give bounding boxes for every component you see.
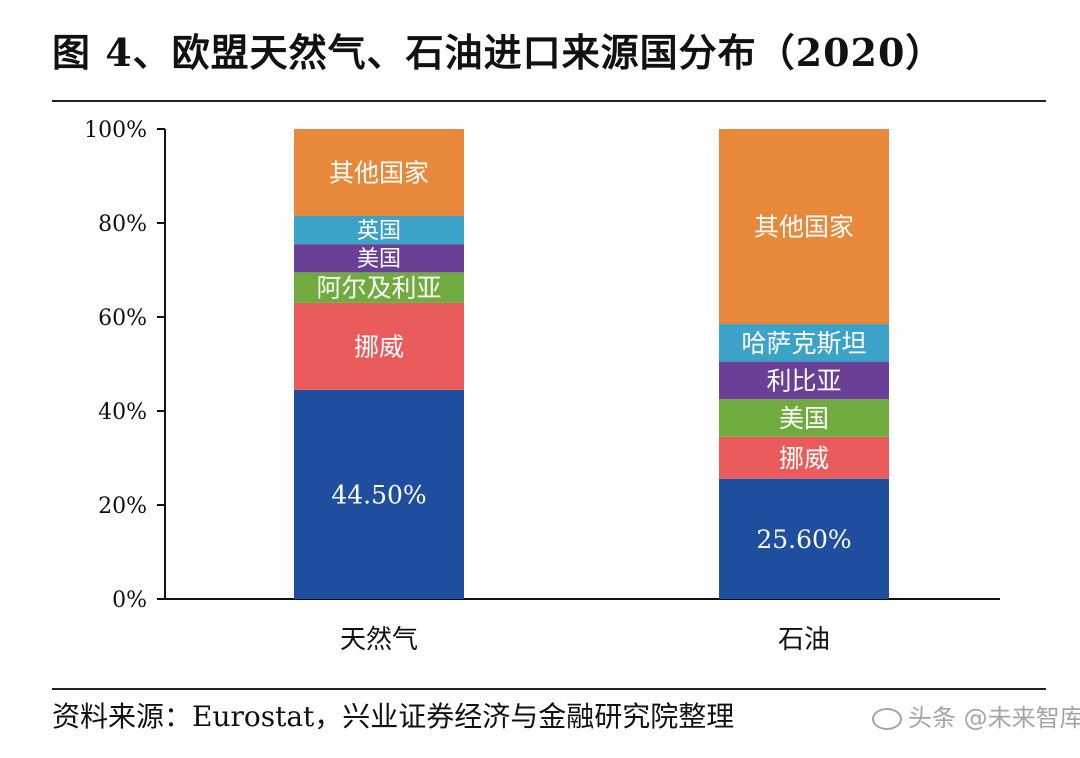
bar-segment — [719, 399, 889, 437]
bar-segment — [294, 244, 464, 273]
segment-label: 25.60% — [756, 525, 851, 554]
y-tick-label: 80% — [98, 212, 147, 237]
segment-label: 美国 — [779, 404, 829, 433]
segment-label: 44.50% — [331, 480, 426, 509]
watermark-text: 头条 @未来智库 — [908, 704, 1080, 732]
title-divider — [52, 100, 1046, 102]
bar-segment — [294, 129, 464, 216]
segment-label: 阿尔及利亚 — [316, 274, 441, 303]
bar-segment — [719, 478, 889, 599]
source-divider — [52, 688, 1046, 690]
bar-segment — [294, 389, 464, 599]
bar-segment — [719, 436, 889, 479]
y-tick-label: 100% — [84, 118, 147, 143]
chat-bubble-icon — [872, 708, 902, 730]
bar-segment — [719, 361, 889, 400]
segment-label: 利比亚 — [766, 366, 841, 395]
bar-segment — [719, 129, 889, 325]
segment-label: 哈萨克斯坦 — [741, 329, 866, 358]
segment-label: 美国 — [357, 247, 401, 272]
segment-label: 其他国家 — [329, 158, 429, 187]
chart-title: 图 4、欧盟天然气、石油进口来源国分布（2020） — [52, 30, 945, 75]
stacked-bar-chart: 0%20%40%60%80%100%44.50%挪威阿尔及利亚美国英国其他国家天… — [84, 118, 1000, 655]
y-tick-label: 20% — [98, 494, 147, 519]
segment-label: 挪威 — [354, 332, 404, 361]
source-note: 资料来源：Eurostat，兴业证券经济与金融研究院整理 — [52, 700, 735, 733]
category-label: 石油 — [778, 625, 830, 655]
bar-segment — [294, 215, 464, 245]
bar-segment — [294, 272, 464, 303]
watermark: 头条 @未来智库 — [872, 698, 1080, 733]
bar-segment — [294, 302, 464, 390]
bar-segment — [719, 324, 889, 362]
y-tick-label: 0% — [112, 588, 147, 613]
segment-label: 其他国家 — [754, 213, 854, 242]
segment-label: 挪威 — [779, 444, 829, 473]
segment-label: 英国 — [357, 219, 401, 244]
y-tick-label: 40% — [98, 400, 147, 425]
y-tick-label: 60% — [98, 306, 147, 331]
category-label: 天然气 — [340, 625, 418, 655]
